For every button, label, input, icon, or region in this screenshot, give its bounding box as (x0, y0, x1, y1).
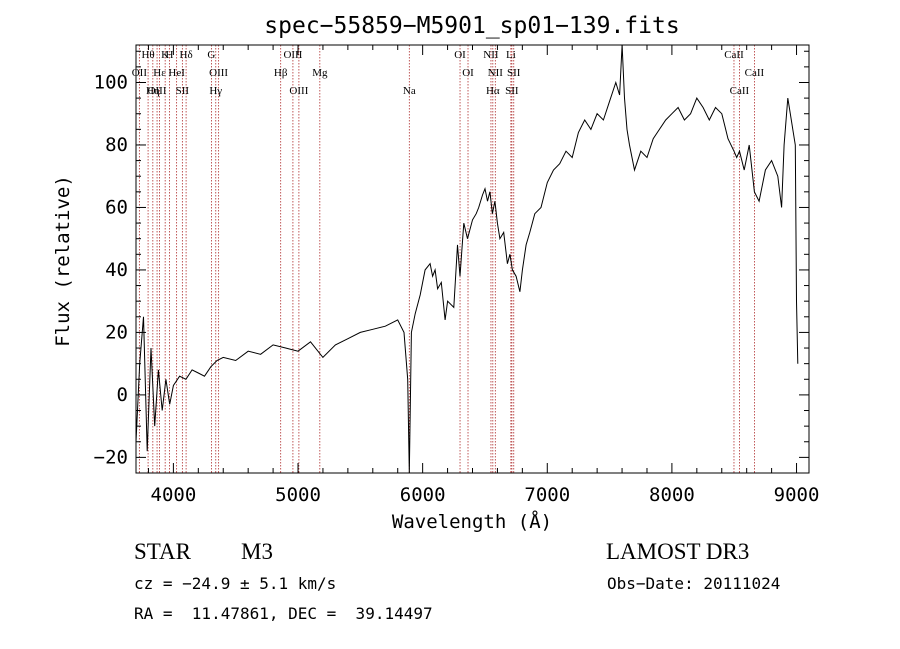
spectral-line-label: OIII (283, 49, 302, 61)
spectral-line-label: SII (507, 67, 521, 79)
spectral-line-label: Hθ (141, 49, 154, 61)
spectral-line-label: CaII (730, 85, 750, 97)
spectral-line-label: OI (454, 49, 466, 61)
spectral-line-label: Hγ (209, 85, 222, 97)
spectral-line-label: G (207, 49, 215, 61)
spectral-line-label: Li (506, 49, 516, 61)
plot-frame (135, 44, 810, 474)
spectral-line-label: OIII (148, 85, 167, 97)
chart-title: spec−55859−M5901_sp01−139.fits (264, 13, 679, 39)
spectral-line-label: Hα (486, 85, 500, 97)
spectral-line-label: CaII (745, 67, 765, 79)
redshift-velocity: cz = −24.9 ± 5.1 km/s (134, 574, 337, 593)
sky-coordinates: RA = 11.47861, DEC = 39.14497 (134, 604, 433, 623)
spectral-line-label: Hε (153, 67, 166, 79)
spectral-line-label: OIII (209, 67, 228, 79)
spectral-lines (138, 45, 755, 473)
spectral-line-label: K (161, 49, 169, 61)
spectral-line-label: NII (488, 67, 504, 79)
y-tick-label: 100 (94, 71, 128, 93)
x-tick-label: 9000 (774, 484, 820, 506)
y-tick-label: 40 (105, 259, 128, 281)
object-class: STAR (134, 539, 191, 564)
x-tick-label: 7000 (524, 484, 570, 506)
spectral-line-label: Hδ (180, 49, 193, 61)
spectral-line-label: SII (176, 85, 190, 97)
spectral-line-label: NII (483, 49, 499, 61)
spectral-line-label: OI (462, 67, 474, 79)
x-axis-label: Wavelength (Å) (392, 510, 552, 533)
spectral-line-label: HeI (168, 67, 185, 79)
x-tick-label: 8000 (649, 484, 695, 506)
spectral-line-label: CaII (724, 49, 744, 61)
x-tick-label: 6000 (400, 484, 446, 506)
x-tick-label: 4000 (151, 484, 197, 506)
y-tick-label: 60 (105, 196, 128, 218)
survey-name: LAMOST DR3 (606, 539, 750, 564)
y-tick-label: 80 (105, 134, 128, 156)
spectral-line-label: Hβ (274, 67, 288, 79)
x-axis-ticks: 4000 5000 6000 7000 8000 9000 (147, 45, 820, 506)
y-axis-label: Flux (relative) (52, 175, 74, 347)
spectral-line-label: SII (505, 85, 519, 97)
spectral-line-label: OII (132, 67, 148, 79)
spectral-line-label: Mg (312, 67, 328, 79)
y-axis-ticks: −20 0 20 40 60 80 100 (94, 50, 809, 468)
observation-date: Obs−Date: 20111024 (607, 574, 781, 593)
y-tick-label: −20 (94, 446, 128, 468)
spectral-line-label: Na (403, 85, 416, 97)
spectral-line-label: OIII (289, 85, 308, 97)
x-tick-label: 5000 (275, 484, 321, 506)
object-subclass: M3 (241, 539, 273, 564)
spectral-line-label: H (166, 49, 174, 61)
line-labels: HθOIIOIIIKHεHηHHeISIIHδOIIIHγGHβOIIIOIII… (132, 49, 765, 97)
y-tick-label: 0 (117, 384, 128, 406)
spectral-line-label: Hη (146, 85, 160, 97)
flux-series-line (135, 44, 799, 474)
y-tick-label: 20 (105, 321, 128, 343)
